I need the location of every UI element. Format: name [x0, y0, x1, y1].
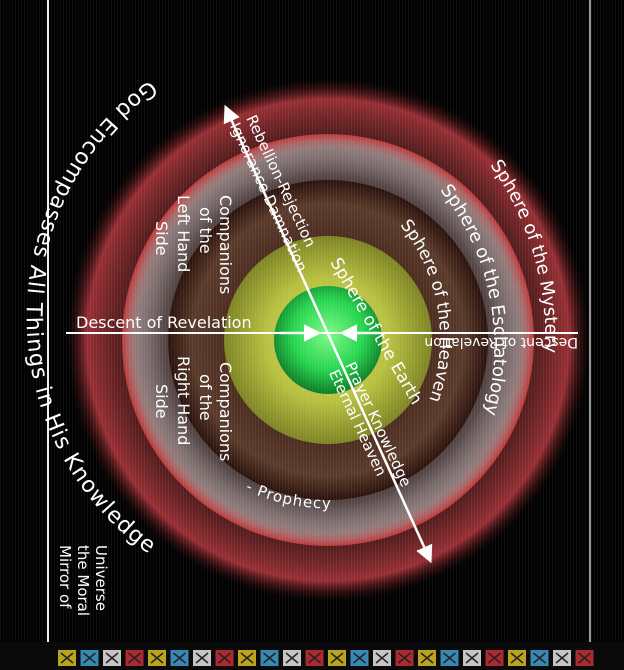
glyph-tile	[530, 650, 549, 666]
left-line-2: of the	[196, 207, 215, 254]
glyph-tile	[148, 650, 166, 666]
glyph-tile	[418, 650, 436, 666]
descent-right-label: Descent of Revelation	[424, 334, 578, 350]
descent-left-label: Descent of Revelation	[76, 313, 252, 332]
glyph-tile	[170, 650, 189, 666]
glyph-tile	[575, 650, 594, 666]
left-line-3: Left Hand	[174, 195, 193, 272]
glyph-tile	[103, 650, 121, 666]
glyph-tile	[58, 650, 76, 666]
diagonal-double-arrow	[223, 104, 433, 564]
corner-label-line-3: Universe	[92, 545, 110, 611]
glyph-tile	[395, 650, 414, 666]
glyph-tile	[350, 650, 369, 666]
corner-label-line-1: Mirror of	[56, 545, 74, 609]
glyph-tile	[373, 650, 391, 666]
corner-label: Mirror of the Moral Universe	[56, 545, 110, 616]
glyph-tile	[215, 650, 234, 666]
left-line-4: Side	[152, 221, 171, 256]
glyph-tile	[125, 650, 144, 666]
glyph-tile	[485, 650, 504, 666]
glyph-tile	[463, 650, 481, 666]
glyph-tile	[305, 650, 324, 666]
right-line-3: Right Hand	[174, 356, 193, 445]
right-line-1: Companions	[216, 362, 235, 461]
glyph-tile	[440, 650, 459, 666]
glyph-tile	[80, 650, 99, 666]
glyph-strip	[58, 650, 594, 666]
glyph-tile	[193, 650, 211, 666]
left-companions-label: Companions of the Left Hand Side	[152, 195, 235, 294]
glyph-tile	[260, 650, 279, 666]
right-line-2: of the	[196, 374, 215, 421]
right-companions-label: Companions of the Right Hand Side	[152, 356, 235, 461]
right-line-4: Side	[152, 384, 171, 419]
glyph-tile	[328, 650, 346, 666]
glyph-tile	[238, 650, 256, 666]
glyph-tile	[283, 650, 301, 666]
glyph-tile	[508, 650, 526, 666]
corner-label-line-2: the Moral	[74, 545, 92, 616]
glyph-tile	[553, 650, 571, 666]
left-line-1: Companions	[216, 195, 235, 294]
